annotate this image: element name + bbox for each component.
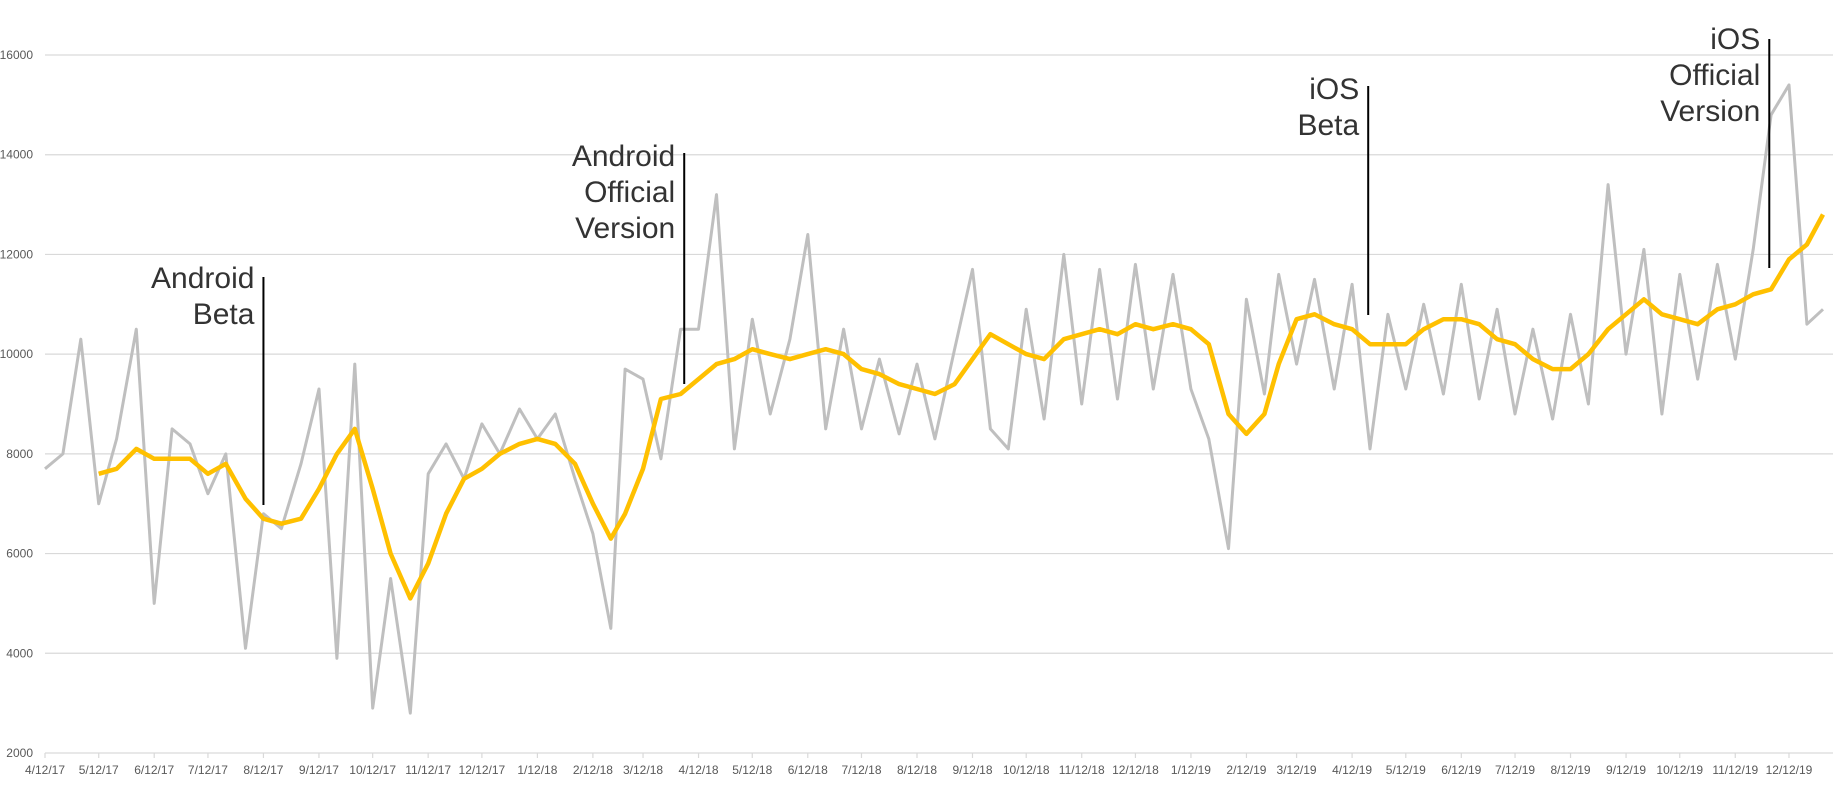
y-tick-label: 16000 [0,48,33,62]
x-tick-label: 11/12/17 [405,763,451,777]
x-tick-label: 8/12/18 [897,763,937,777]
x-tick-label: 12/12/19 [1766,763,1813,777]
x-tick-label: 10/12/17 [349,763,396,777]
x-tick-label: 9/12/19 [1606,763,1646,777]
data-line [44,83,1825,715]
x-tick-label: 5/12/18 [732,763,772,777]
annotation-text: Android [151,262,254,295]
y-tick-label: 6000 [6,547,33,561]
x-tick-label: 10/12/19 [1656,763,1703,777]
data-line [98,213,1825,601]
x-tick-label: 7/12/17 [188,763,228,777]
x-tick-label: 6/12/18 [788,763,828,777]
annotation-text: Official [584,176,675,209]
annotation-text: iOS [1309,73,1359,106]
y-tick-label: 10000 [0,347,33,361]
x-tick-label: 9/12/18 [952,763,992,777]
x-tick-label: 2/12/19 [1226,763,1266,777]
y-tick-label: 2000 [6,746,33,760]
x-tick-label: 3/12/19 [1277,763,1317,777]
x-tick-label: 2/12/18 [573,763,613,777]
x-tick-label: 7/12/18 [841,763,881,777]
x-tick-label: 11/12/19 [1712,763,1758,777]
x-tick-label: 9/12/17 [299,763,339,777]
annotation-text: Version [575,212,675,245]
x-tick-label: 6/12/19 [1441,763,1481,777]
x-tick-label: 12/12/17 [459,763,506,777]
annotation-text: iOS [1710,23,1760,56]
annotation-text: Beta [193,298,255,331]
y-tick-label: 14000 [0,148,33,162]
y-tick-label: 8000 [6,447,33,461]
x-tick-label: 10/12/18 [1003,763,1050,777]
annotation-text: Official [1669,59,1760,92]
x-tick-label: 6/12/17 [134,763,174,777]
x-tick-label: 4/12/17 [25,763,65,777]
x-tick-label: 11/12/18 [1059,763,1105,777]
x-tick-label: 12/12/18 [1112,763,1159,777]
y-tick-label: 4000 [6,646,33,660]
x-tick-label: 8/12/17 [243,763,283,777]
x-tick-label: 4/12/18 [679,763,719,777]
x-tick-label: 4/12/19 [1332,763,1372,777]
annotation-text: Version [1660,95,1760,128]
annotation-text: Beta [1297,109,1359,142]
x-tick-label: 3/12/18 [623,763,663,777]
x-tick-label: 1/12/18 [517,763,557,777]
x-tick-label: 7/12/19 [1495,763,1535,777]
annotation-text: Android [572,140,675,173]
x-tick-label: 8/12/19 [1551,763,1591,777]
x-tick-label: 5/12/19 [1386,763,1426,777]
x-tick-label: 5/12/17 [79,763,119,777]
x-tick-label: 1/12/19 [1171,763,1211,777]
y-tick-label: 12000 [0,247,33,261]
